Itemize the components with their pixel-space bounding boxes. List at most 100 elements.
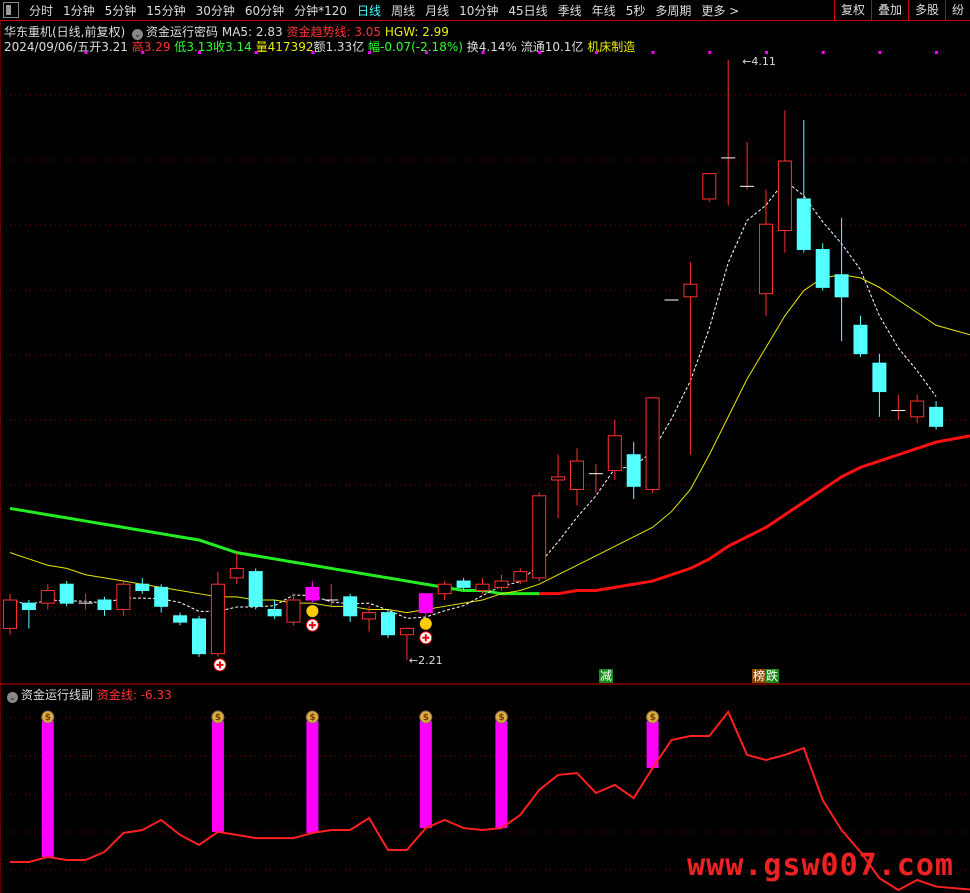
panel-toggle-icon[interactable] <box>3 2 19 18</box>
candle-body <box>135 583 150 592</box>
candle-body <box>21 602 36 610</box>
chevron-down-icon[interactable]: ⌄ <box>132 29 144 40</box>
money-bag-icon <box>646 710 660 724</box>
quote-line: 2024/09/06/五开3.21 高3.29 低3.13收3.14 量4173… <box>4 38 635 55</box>
plus-icon <box>308 621 316 629</box>
amount: 额1.33亿 <box>313 40 365 54</box>
period-tab[interactable]: 年线 <box>591 3 616 18</box>
period-tab[interactable]: 45日线 <box>508 3 548 18</box>
candle-body <box>210 583 225 655</box>
tag-reduce: 减 <box>599 669 614 683</box>
signal-dot <box>935 51 939 54</box>
hgw-value: HGW: 2.99 <box>384 25 449 39</box>
signal-dot <box>198 51 201 54</box>
signal-dot <box>254 51 258 54</box>
signal-dot <box>84 51 88 54</box>
period-tab[interactable]: 分钟*120 <box>294 3 348 18</box>
period-tab[interactable]: 30分钟 <box>195 3 235 18</box>
candle-body <box>3 599 17 629</box>
period-tab[interactable]: 1分钟 <box>63 3 95 18</box>
period-tab[interactable]: 更多 > <box>701 3 740 18</box>
candle <box>381 609 395 638</box>
sub-bar <box>419 721 432 829</box>
period-tab[interactable]: 60分钟 <box>244 3 285 18</box>
date: 2024/09/06/五 <box>4 40 90 54</box>
candle <box>437 581 452 600</box>
smiley-icon <box>419 617 432 630</box>
period-tab[interactable]: 5秒 <box>625 3 646 18</box>
period-tab[interactable]: 多周期 <box>655 3 692 18</box>
candle-body <box>286 599 301 623</box>
period-toolbar: 分时 1分钟 5分钟 15分钟 30分钟 60分钟 分钟*120 日线 周线 月线 10分钟 45日线… <box>0 0 970 21</box>
candle-body <box>607 435 622 472</box>
stock-info-line: 华东重机(日线,前复权) ⌄ 资金运行密码 MA5: 2.83 资金趋势线: 3.… <box>4 23 449 40</box>
candle <box>173 612 188 626</box>
period-tab[interactable]: 10分钟 <box>459 3 499 18</box>
money-bag-icon: $ <box>309 713 315 723</box>
period-tab[interactable]: 分时 <box>29 3 54 18</box>
candle-body <box>305 586 320 601</box>
indicator-name[interactable]: 资金运行密码 <box>146 25 219 39</box>
candle <box>286 593 301 626</box>
sub-line <box>10 710 970 892</box>
candle-body <box>910 400 925 418</box>
signal-dot <box>311 51 315 54</box>
close-label: 收 <box>213 40 226 54</box>
candle-body <box>759 223 773 295</box>
candle-body <box>929 406 944 427</box>
chevron-down-icon[interactable]: ⌄ <box>7 692 18 703</box>
candle <box>456 577 471 591</box>
candle-body <box>59 583 74 604</box>
stock-name: 华东重机(日线,前复权) <box>4 25 126 39</box>
candle <box>343 593 358 623</box>
candle <box>135 577 150 594</box>
period-tab[interactable]: 季线 <box>557 3 582 18</box>
sub-indicator-name[interactable]: 资金运行线副 <box>21 688 94 702</box>
period-tab[interactable]: 周线 <box>391 3 416 18</box>
period-tab[interactable]: 月线 <box>425 3 450 18</box>
candle <box>362 606 377 632</box>
candle <box>683 262 698 455</box>
candle <box>872 353 887 417</box>
watermark: www.gsw007.com <box>687 848 954 883</box>
candle <box>78 593 93 610</box>
period-tab[interactable]: 5分钟 <box>104 3 137 18</box>
signal-dot <box>821 51 825 54</box>
candle-body <box>626 454 641 487</box>
candle <box>721 60 736 206</box>
candle-body <box>872 362 887 393</box>
candle <box>305 581 320 604</box>
industry[interactable]: 机床制造 <box>587 40 636 54</box>
candle <box>929 401 944 430</box>
change: -0.07(-2.18%) <box>380 40 463 54</box>
money-bag-icon: $ <box>215 713 221 723</box>
candle-body <box>796 198 811 250</box>
period-tab[interactable]: 15分钟 <box>146 3 186 18</box>
volume: 417392 <box>267 40 314 54</box>
sub-line-value: 资金线: -6.33 <box>96 688 172 702</box>
candle <box>494 574 509 591</box>
candle <box>267 600 282 619</box>
candle-body <box>229 567 244 579</box>
candle-body <box>683 283 698 298</box>
period-tab[interactable]: 日线 <box>357 3 382 18</box>
toolbar-button[interactable]: 叠加 <box>870 0 908 21</box>
vol-label: 量 <box>255 40 268 54</box>
candle <box>210 571 225 657</box>
toolbar-button[interactable]: 复权 <box>833 0 871 21</box>
money-bag-icon: $ <box>45 713 51 723</box>
high: 3.29 <box>143 40 171 54</box>
candle <box>248 568 263 610</box>
candle <box>399 627 414 660</box>
candle <box>3 593 17 635</box>
high-label: 高 <box>131 40 144 54</box>
toolbar-button[interactable]: 纷 <box>944 0 970 21</box>
tag-list: 榜 <box>752 669 767 683</box>
ma-yellow-line <box>9 274 970 614</box>
trend-value: 资金趋势线: 3.05 <box>286 25 382 39</box>
signal-dot <box>368 51 372 54</box>
money-bag-icon: $ <box>650 713 656 723</box>
toolbar-button[interactable]: 多股 <box>907 0 945 21</box>
candle-body <box>570 460 584 490</box>
